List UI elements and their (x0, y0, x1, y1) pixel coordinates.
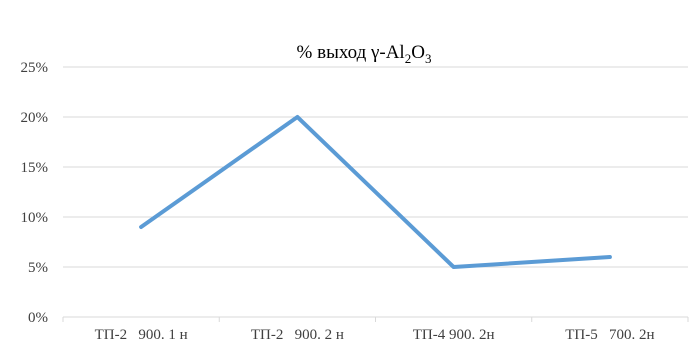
y-tick-label: 25% (21, 60, 49, 76)
y-tick-label: 0% (28, 310, 48, 326)
x-tick-label: ТП-2 900. 2 н (251, 327, 344, 343)
chart-title-prefix: % выход γ-Al (297, 42, 405, 63)
chart-title-subscript-2: 3 (425, 51, 432, 66)
x-tick-label: ТП-4 900. 2н (413, 327, 495, 343)
x-tick-label: ТП-5 700. 2н (565, 327, 654, 343)
gridlines (62, 66, 689, 322)
y-tick-label: 10% (21, 210, 49, 226)
chart-title-middle: O (411, 42, 425, 63)
y-tick-label: 5% (28, 260, 48, 276)
series-line-1 (139, 115, 612, 269)
y-tick-labels: 0% 5% 10% 15% 20% 25% (21, 60, 49, 326)
chart-title: % выход γ-Al2O3 (297, 42, 432, 66)
x-tick-label: ТП-2 900. 1 н (95, 327, 188, 343)
series-lines (139, 115, 612, 269)
x-tick-labels: ТП-2 900. 1 н ТП-2 900. 2 н ТП-4 900. 2н ТП… (95, 327, 655, 343)
y-tick-label: 20% (21, 110, 49, 126)
chart-title-subscript-1: 2 (405, 51, 412, 66)
y-tick-label: 15% (21, 160, 49, 176)
